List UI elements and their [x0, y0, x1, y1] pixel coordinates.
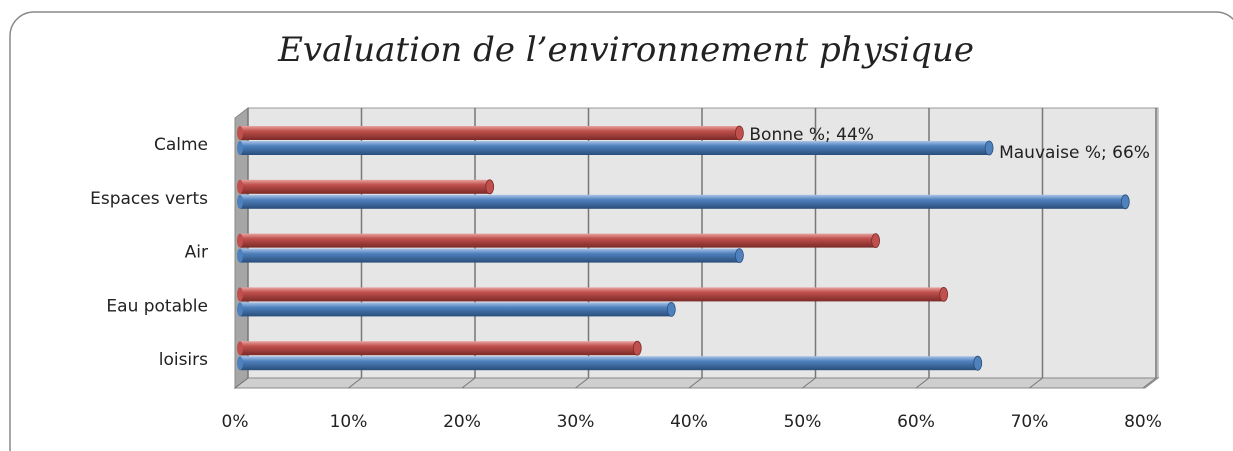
chart-title: Evaluation de l’environnement physique — [277, 30, 974, 70]
bar-cap — [485, 179, 495, 195]
bar — [240, 141, 990, 155]
bar-base — [237, 287, 243, 302]
bar-base — [237, 302, 243, 317]
bar-base — [237, 194, 243, 209]
bar — [240, 341, 638, 356]
y-tick-label: loisirs — [159, 350, 208, 370]
bar-cap — [984, 140, 994, 156]
x-tick-label: 10% — [330, 412, 368, 432]
bar-base — [237, 141, 243, 155]
bar — [240, 126, 740, 140]
data-label: Mauvaise %; 66% — [999, 143, 1150, 163]
y-tick-label: Calme — [154, 135, 208, 155]
bar-base — [237, 233, 243, 248]
x-tick-label: 30% — [557, 412, 595, 432]
bar-cap — [735, 248, 744, 264]
bar-cap — [973, 355, 983, 371]
y-tick-label: Eau potable — [106, 296, 208, 316]
floor-grid-line — [688, 377, 703, 389]
bar-cap — [1120, 194, 1130, 210]
bar — [240, 287, 944, 302]
floor-grid-line — [1142, 377, 1157, 389]
bar-base — [237, 356, 243, 371]
floor-grid-line — [234, 377, 249, 389]
x-tick-label: 0% — [222, 412, 249, 432]
floor-grid-line — [915, 377, 930, 389]
bar — [240, 302, 672, 317]
x-tick-label: 50% — [784, 412, 822, 432]
bar-cap — [939, 286, 949, 302]
bar-cap — [666, 301, 676, 317]
bar-base — [237, 179, 243, 194]
x-tick-label: 60% — [897, 412, 935, 432]
bar-base — [237, 126, 243, 140]
floor-grid-line — [1029, 377, 1043, 389]
bar — [240, 194, 1126, 209]
x-tick-label: 70% — [1011, 412, 1049, 432]
x-tick-label: 40% — [670, 412, 708, 432]
bar-base — [237, 248, 243, 263]
bar — [240, 248, 740, 263]
y-tick-label: Espaces verts — [90, 189, 208, 209]
y-tick-label: Air — [185, 243, 208, 263]
floor-grid-line — [575, 377, 589, 389]
bar-cap — [735, 125, 744, 141]
floor-grid-line — [461, 377, 476, 389]
bar — [240, 179, 490, 194]
x-tick-label: 80% — [1124, 412, 1162, 432]
data-label: Bonne %; 44% — [749, 125, 874, 145]
floor-grid-line — [802, 377, 816, 389]
bar — [240, 233, 876, 248]
floor-grid-line — [348, 377, 362, 389]
bar-base — [237, 341, 243, 356]
floor — [233, 377, 1160, 389]
bar-cap — [871, 233, 880, 249]
bar — [240, 356, 978, 371]
x-tick-label: 20% — [443, 412, 481, 432]
bar-cap — [632, 340, 642, 356]
